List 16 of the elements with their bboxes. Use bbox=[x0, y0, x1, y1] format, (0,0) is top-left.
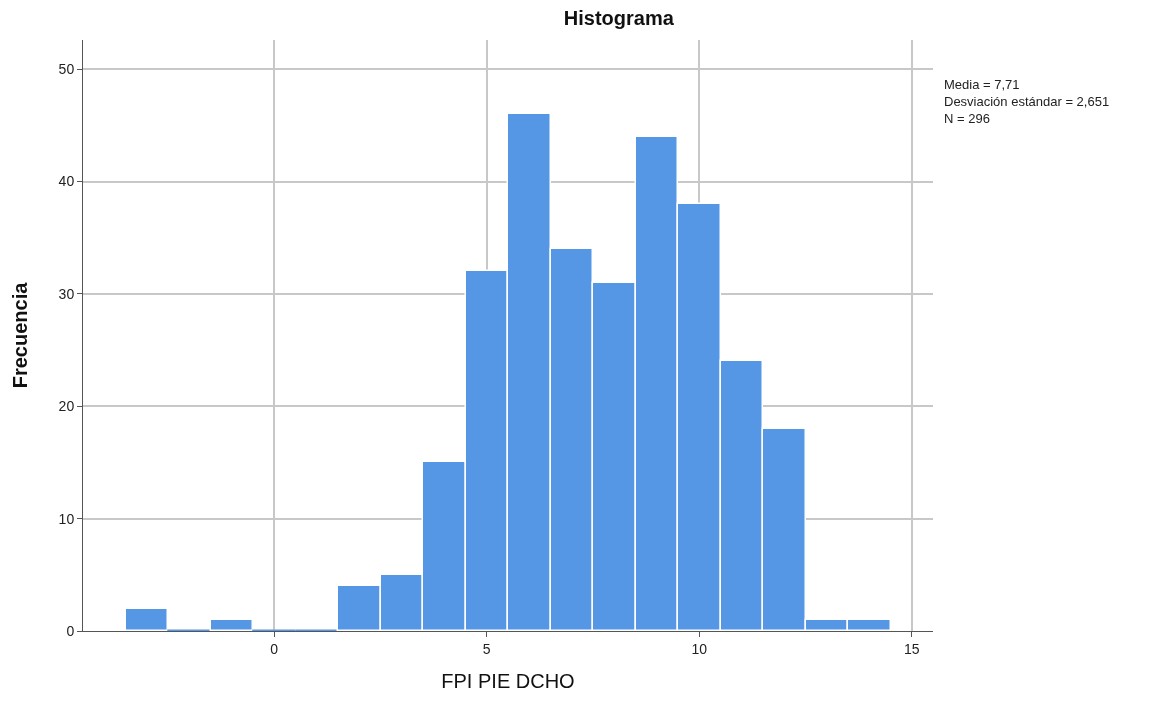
y-tick-label: 40 bbox=[58, 173, 75, 190]
text: Desviación estándar = 2,651 bbox=[944, 94, 1110, 109]
y-tick-label: 30 bbox=[58, 285, 75, 302]
chart-title: Histograma bbox=[563, 6, 675, 29]
text: Media = 7,71 bbox=[944, 77, 1020, 92]
x-tick-label: 0 bbox=[270, 640, 279, 657]
text: N = 296 bbox=[944, 111, 990, 126]
y-tick-label: 10 bbox=[58, 510, 75, 527]
y-tick-label: 0 bbox=[66, 622, 75, 639]
x-tick-label: 5 bbox=[482, 640, 491, 657]
y-tick-label: 20 bbox=[58, 398, 75, 415]
x-tick-label: 15 bbox=[903, 640, 920, 657]
x-axis-title: FPI PIE DCHO bbox=[441, 670, 575, 693]
y-axis-title: Frecuencia bbox=[9, 281, 32, 389]
y-tick-label: 50 bbox=[58, 61, 75, 78]
x-tick-label: 10 bbox=[691, 640, 708, 657]
